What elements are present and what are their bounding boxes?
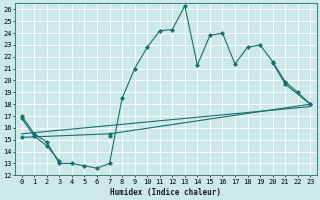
- X-axis label: Humidex (Indice chaleur): Humidex (Indice chaleur): [110, 188, 221, 197]
